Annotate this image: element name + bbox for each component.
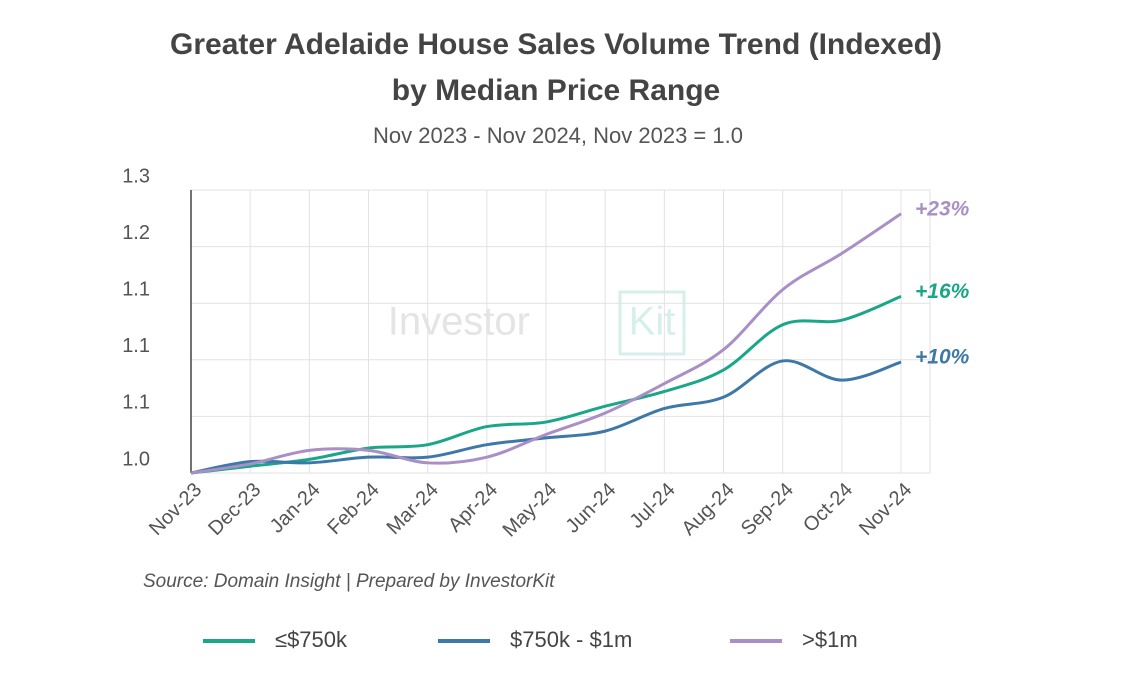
x-tick-label: Dec-23 <box>204 479 265 540</box>
x-tick-label: Apr-24 <box>444 479 502 537</box>
x-tick-label: Jun-24 <box>562 479 621 538</box>
y-tick-label: 1.0 <box>122 448 150 470</box>
x-tick-label: Sep-24 <box>737 479 798 540</box>
watermark-box <box>618 290 686 356</box>
y-tick-label: 1.3 <box>122 165 150 187</box>
x-tick-label: Mar-24 <box>383 479 443 539</box>
end-label: +23% <box>915 197 970 220</box>
x-tick-label: Oct-24 <box>799 479 857 537</box>
legend-label: $750k - $1m <box>510 627 632 652</box>
y-tick-label: 1.1 <box>122 278 150 300</box>
y-tick-label: 1.2 <box>122 222 150 244</box>
series-line <box>190 359 902 475</box>
y-tick-label: 1.1 <box>122 392 150 414</box>
x-tick-label: Jul-24 <box>626 479 680 533</box>
watermark: Kit <box>629 300 676 344</box>
x-tick-label: Nov-24 <box>855 479 916 540</box>
end-label: +16% <box>915 280 970 303</box>
legend-label: >$1m <box>802 627 858 652</box>
series-line <box>190 212 902 475</box>
chart-title: Greater Adelaide House Sales Volume Tren… <box>170 28 942 61</box>
x-tick-label: Nov-23 <box>145 479 206 540</box>
x-tick-label: Feb-24 <box>323 479 383 539</box>
end-label: +10% <box>915 346 970 369</box>
legend-label: ≤$750k <box>275 627 348 652</box>
x-tick-label: Aug-24 <box>678 479 739 540</box>
x-tick-label: Jan-24 <box>266 479 325 538</box>
series-line <box>190 295 902 475</box>
chart-subtitle: Nov 2023 - Nov 2024, Nov 2023 = 1.0 <box>373 123 743 148</box>
y-tick-label: 1.1 <box>122 335 150 357</box>
watermark: Investor <box>388 300 530 344</box>
x-tick-label: May-24 <box>499 479 562 542</box>
chart-title: by Median Price Range <box>392 74 720 107</box>
source-note: Source: Domain Insight | Prepared by Inv… <box>143 571 555 592</box>
